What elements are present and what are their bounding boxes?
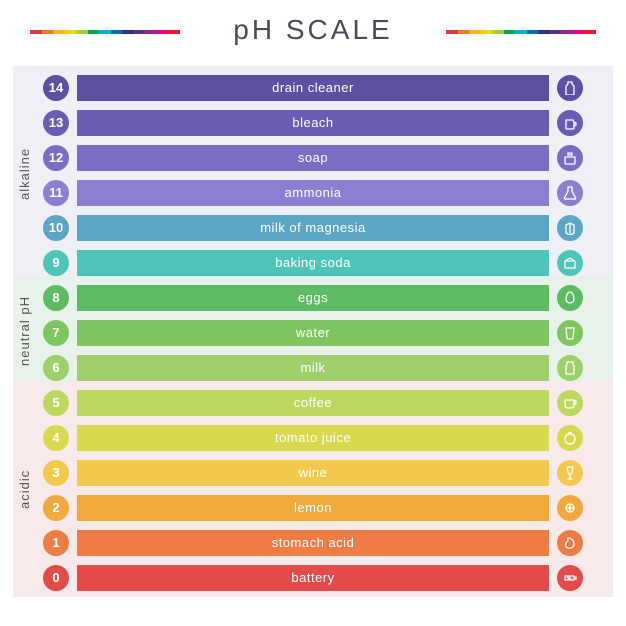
bottle-icon: [557, 75, 583, 101]
ph-number-12: 12: [43, 145, 69, 171]
ph-row-11: 11 ammonia: [43, 175, 583, 210]
ph-bar-13: bleach: [77, 110, 549, 136]
ph-bar-8: eggs: [77, 285, 549, 311]
section-label-neutral-pH: neutral pH: [17, 276, 37, 387]
ph-bar-5: coffee: [77, 390, 549, 416]
carton-icon: [557, 215, 583, 241]
ph-number-14: 14: [43, 75, 69, 101]
ph-number-4: 4: [43, 425, 69, 451]
ph-chart: alkalineneutral pHacidic 14drain cleaner…: [43, 70, 583, 595]
header-stripe-right: [446, 30, 596, 34]
battery-icon: [557, 565, 583, 591]
ph-number-1: 1: [43, 530, 69, 556]
egg-icon: [557, 285, 583, 311]
ph-number-13: 13: [43, 110, 69, 136]
cup-icon: [557, 390, 583, 416]
ph-number-10: 10: [43, 215, 69, 241]
header: pH SCALE: [0, 0, 626, 60]
milk-icon: [557, 355, 583, 381]
ph-row-1: 1 stomach acid: [43, 525, 583, 560]
ph-row-14: 14 drain cleaner: [43, 70, 583, 105]
ph-number-8: 8: [43, 285, 69, 311]
ph-bar-14: drain cleaner: [77, 75, 549, 101]
page-title: pH SCALE: [219, 14, 406, 46]
section-label-acidic: acidic: [17, 381, 37, 597]
ph-bar-12: soap: [77, 145, 549, 171]
wine-icon: [557, 460, 583, 486]
ph-bar-6: milk: [77, 355, 549, 381]
section-label-alkaline: alkaline: [17, 66, 37, 282]
ph-bar-11: ammonia: [77, 180, 549, 206]
ph-row-9: 9 baking soda: [43, 245, 583, 280]
glass-icon: [557, 320, 583, 346]
ph-number-2: 2: [43, 495, 69, 521]
ph-number-0: 0: [43, 565, 69, 591]
stomach-icon: [557, 530, 583, 556]
ph-row-13: 13 bleach: [43, 105, 583, 140]
ph-row-2: 2 lemon: [43, 490, 583, 525]
ph-bar-1: stomach acid: [77, 530, 549, 556]
ph-number-11: 11: [43, 180, 69, 206]
ph-row-10: 10 milk of magnesia: [43, 210, 583, 245]
header-stripe-left: [30, 30, 180, 34]
ph-row-8: 8 eggs: [43, 280, 583, 315]
ph-bar-3: wine: [77, 460, 549, 486]
ph-number-3: 3: [43, 460, 69, 486]
ph-row-4: 4 tomato juice: [43, 420, 583, 455]
jug-icon: [557, 110, 583, 136]
lemon-icon: [557, 495, 583, 521]
ph-number-6: 6: [43, 355, 69, 381]
ph-bar-0: battery: [77, 565, 549, 591]
ph-number-9: 9: [43, 250, 69, 276]
ph-bar-9: baking soda: [77, 250, 549, 276]
tomato-icon: [557, 425, 583, 451]
ph-row-5: 5 coffee: [43, 385, 583, 420]
ph-number-5: 5: [43, 390, 69, 416]
ph-bar-2: lemon: [77, 495, 549, 521]
ph-row-7: 7 water: [43, 315, 583, 350]
ph-number-7: 7: [43, 320, 69, 346]
ph-bar-10: milk of magnesia: [77, 215, 549, 241]
flask-icon: [557, 180, 583, 206]
ph-row-12: 12 soap: [43, 140, 583, 175]
ph-bar-4: tomato juice: [77, 425, 549, 451]
box-icon: [557, 250, 583, 276]
soap-icon: [557, 145, 583, 171]
ph-row-0: 0 battery: [43, 560, 583, 595]
ph-row-6: 6 milk: [43, 350, 583, 385]
ph-row-3: 3 wine: [43, 455, 583, 490]
ph-bar-7: water: [77, 320, 549, 346]
